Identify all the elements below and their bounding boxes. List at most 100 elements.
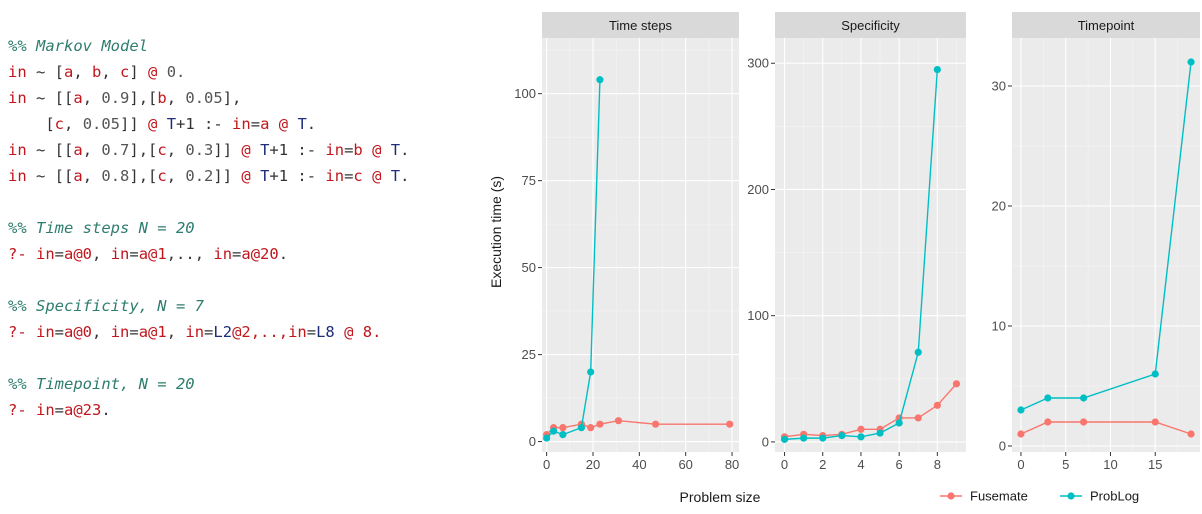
- code-listing: %% Markov Model in ~ [a, b, c] @ 0. in ~ […: [8, 33, 478, 423]
- code-token-plain: =: [344, 141, 354, 159]
- chart-legend: Fusemate ProbLog: [940, 489, 1139, 504]
- data-point-fusemate: [1080, 418, 1088, 426]
- code-token-atom: b: [353, 141, 363, 159]
- code-token-keyword: in: [110, 245, 130, 263]
- x-tick-label: 5: [1062, 457, 1069, 472]
- code-token-plain: ,: [64, 115, 83, 133]
- code-token-plain: =: [54, 323, 65, 341]
- code-token-atom: a: [64, 63, 74, 81]
- y-tick-label: 25: [522, 347, 536, 362]
- code-token-atom: a@1: [138, 245, 167, 263]
- data-point-fusemate: [1187, 430, 1195, 438]
- data-point-fusemate: [726, 420, 734, 428]
- code-token-comment: %% Markov Model: [8, 37, 148, 55]
- code-token-var: T: [260, 141, 270, 159]
- code-token-plain: +1 :-: [176, 115, 233, 133]
- data-point-problog: [596, 76, 604, 84]
- code-token-plain: =: [129, 323, 139, 341]
- code-token-plain: ]: [129, 63, 149, 81]
- code-token-keyword: @: [372, 167, 382, 185]
- code-token-var: T: [390, 141, 401, 159]
- code-token-plain: .: [278, 245, 289, 263]
- code-token-plain: ,: [166, 323, 186, 341]
- code-token-keyword: in: [36, 401, 55, 419]
- data-point-problog: [914, 348, 922, 356]
- code-token-atom: c: [54, 115, 65, 133]
- code-token-number: 0.05: [185, 89, 223, 107]
- series-line-fusemate: [784, 383, 957, 438]
- data-point-fusemate: [651, 420, 660, 428]
- code-token-number: 0.2: [185, 167, 214, 185]
- code-line: ?- in=a@0, in=a@1,.., in=a@20.: [8, 241, 478, 267]
- code-token-plain: ],[: [129, 89, 158, 107]
- code-token-plain: ],[: [129, 167, 158, 185]
- data-point-problog: [559, 431, 567, 439]
- data-point-problog: [577, 424, 586, 432]
- code-token-plain: .: [101, 401, 111, 419]
- x-tick-label: 15: [1148, 457, 1162, 472]
- code-token-plain: ,: [92, 323, 111, 341]
- code-token-keyword: @: [241, 141, 251, 159]
- code-token-atom: a@0: [64, 323, 93, 341]
- code-token-plain: [: [8, 115, 55, 133]
- data-point-fusemate: [952, 380, 961, 388]
- code-token-atom: c: [120, 63, 130, 81]
- code-token-plain: ,..,: [166, 245, 214, 263]
- x-tick-label: 6: [896, 457, 903, 472]
- legend-marker-fusemate: [947, 492, 955, 500]
- code-token-plain: ~ [: [26, 63, 64, 81]
- data-point-problog: [549, 427, 558, 435]
- data-point-problog: [780, 435, 789, 443]
- code-token-keyword: @: [372, 141, 382, 159]
- data-point-fusemate: [1017, 430, 1025, 438]
- x-tick-label: 0: [543, 457, 550, 472]
- code-token-keyword: in: [232, 115, 251, 133]
- data-point-fusemate: [559, 424, 567, 432]
- data-point-fusemate: [933, 401, 941, 409]
- y-tick-label: 100: [747, 308, 769, 323]
- code-token-atom: a: [73, 167, 83, 185]
- panel-strip: [542, 12, 739, 38]
- code-token-plain: .: [306, 115, 317, 133]
- y-tick-label: 30: [992, 79, 1006, 94]
- x-tick-label: 4: [857, 457, 864, 472]
- code-token-atom: a@23: [64, 401, 102, 419]
- panel-strip: [775, 12, 966, 38]
- code-token-var: L2: [213, 323, 233, 341]
- code-token-atom: a: [73, 141, 83, 159]
- code-token-atom: a@0: [64, 245, 93, 263]
- code-token-atom: a@1: [138, 323, 167, 341]
- code-token-number: 0.7: [101, 141, 130, 159]
- code-token-plain: =: [344, 167, 354, 185]
- y-axis-title: Execution time (s): [488, 176, 504, 288]
- code-line: in ~ [a, b, c] @ 0.: [8, 59, 478, 85]
- code-token-atom: c: [157, 141, 167, 159]
- panel-title: Specificity: [841, 18, 900, 33]
- code-token-number: 0.05: [82, 115, 121, 133]
- code-token-keyword: @: [148, 115, 158, 133]
- code-token-plain: ,: [82, 141, 102, 159]
- y-tick-label: 75: [522, 173, 536, 188]
- legend-marker-problog: [1067, 492, 1075, 500]
- data-point-problog: [895, 419, 903, 427]
- code-token-atom: a: [260, 115, 270, 133]
- code-token-number: 0.8: [101, 167, 130, 185]
- code-token-atom: b: [157, 89, 167, 107]
- code-token-atom: b: [92, 63, 102, 81]
- panel-2: 0 5 10 15 0 10 20 30 Timepoint: [992, 12, 1200, 472]
- code-token-number: 0.3: [185, 141, 214, 159]
- data-point-problog: [838, 431, 846, 440]
- code-token-plain: ]]: [213, 141, 242, 159]
- data-point-fusemate: [1151, 418, 1159, 426]
- data-point-fusemate: [596, 420, 604, 428]
- code-token-atom: c: [157, 167, 167, 185]
- panel-title: Timepoint: [1078, 18, 1135, 33]
- x-tick-label: 10: [1103, 457, 1117, 472]
- code-token-var: T: [260, 167, 270, 185]
- code-token-keyword: @: [241, 167, 251, 185]
- code-token-keyword: ?-: [8, 401, 36, 419]
- code-token-plain: ~ [[: [26, 167, 74, 185]
- x-tick-label: 2: [819, 457, 826, 472]
